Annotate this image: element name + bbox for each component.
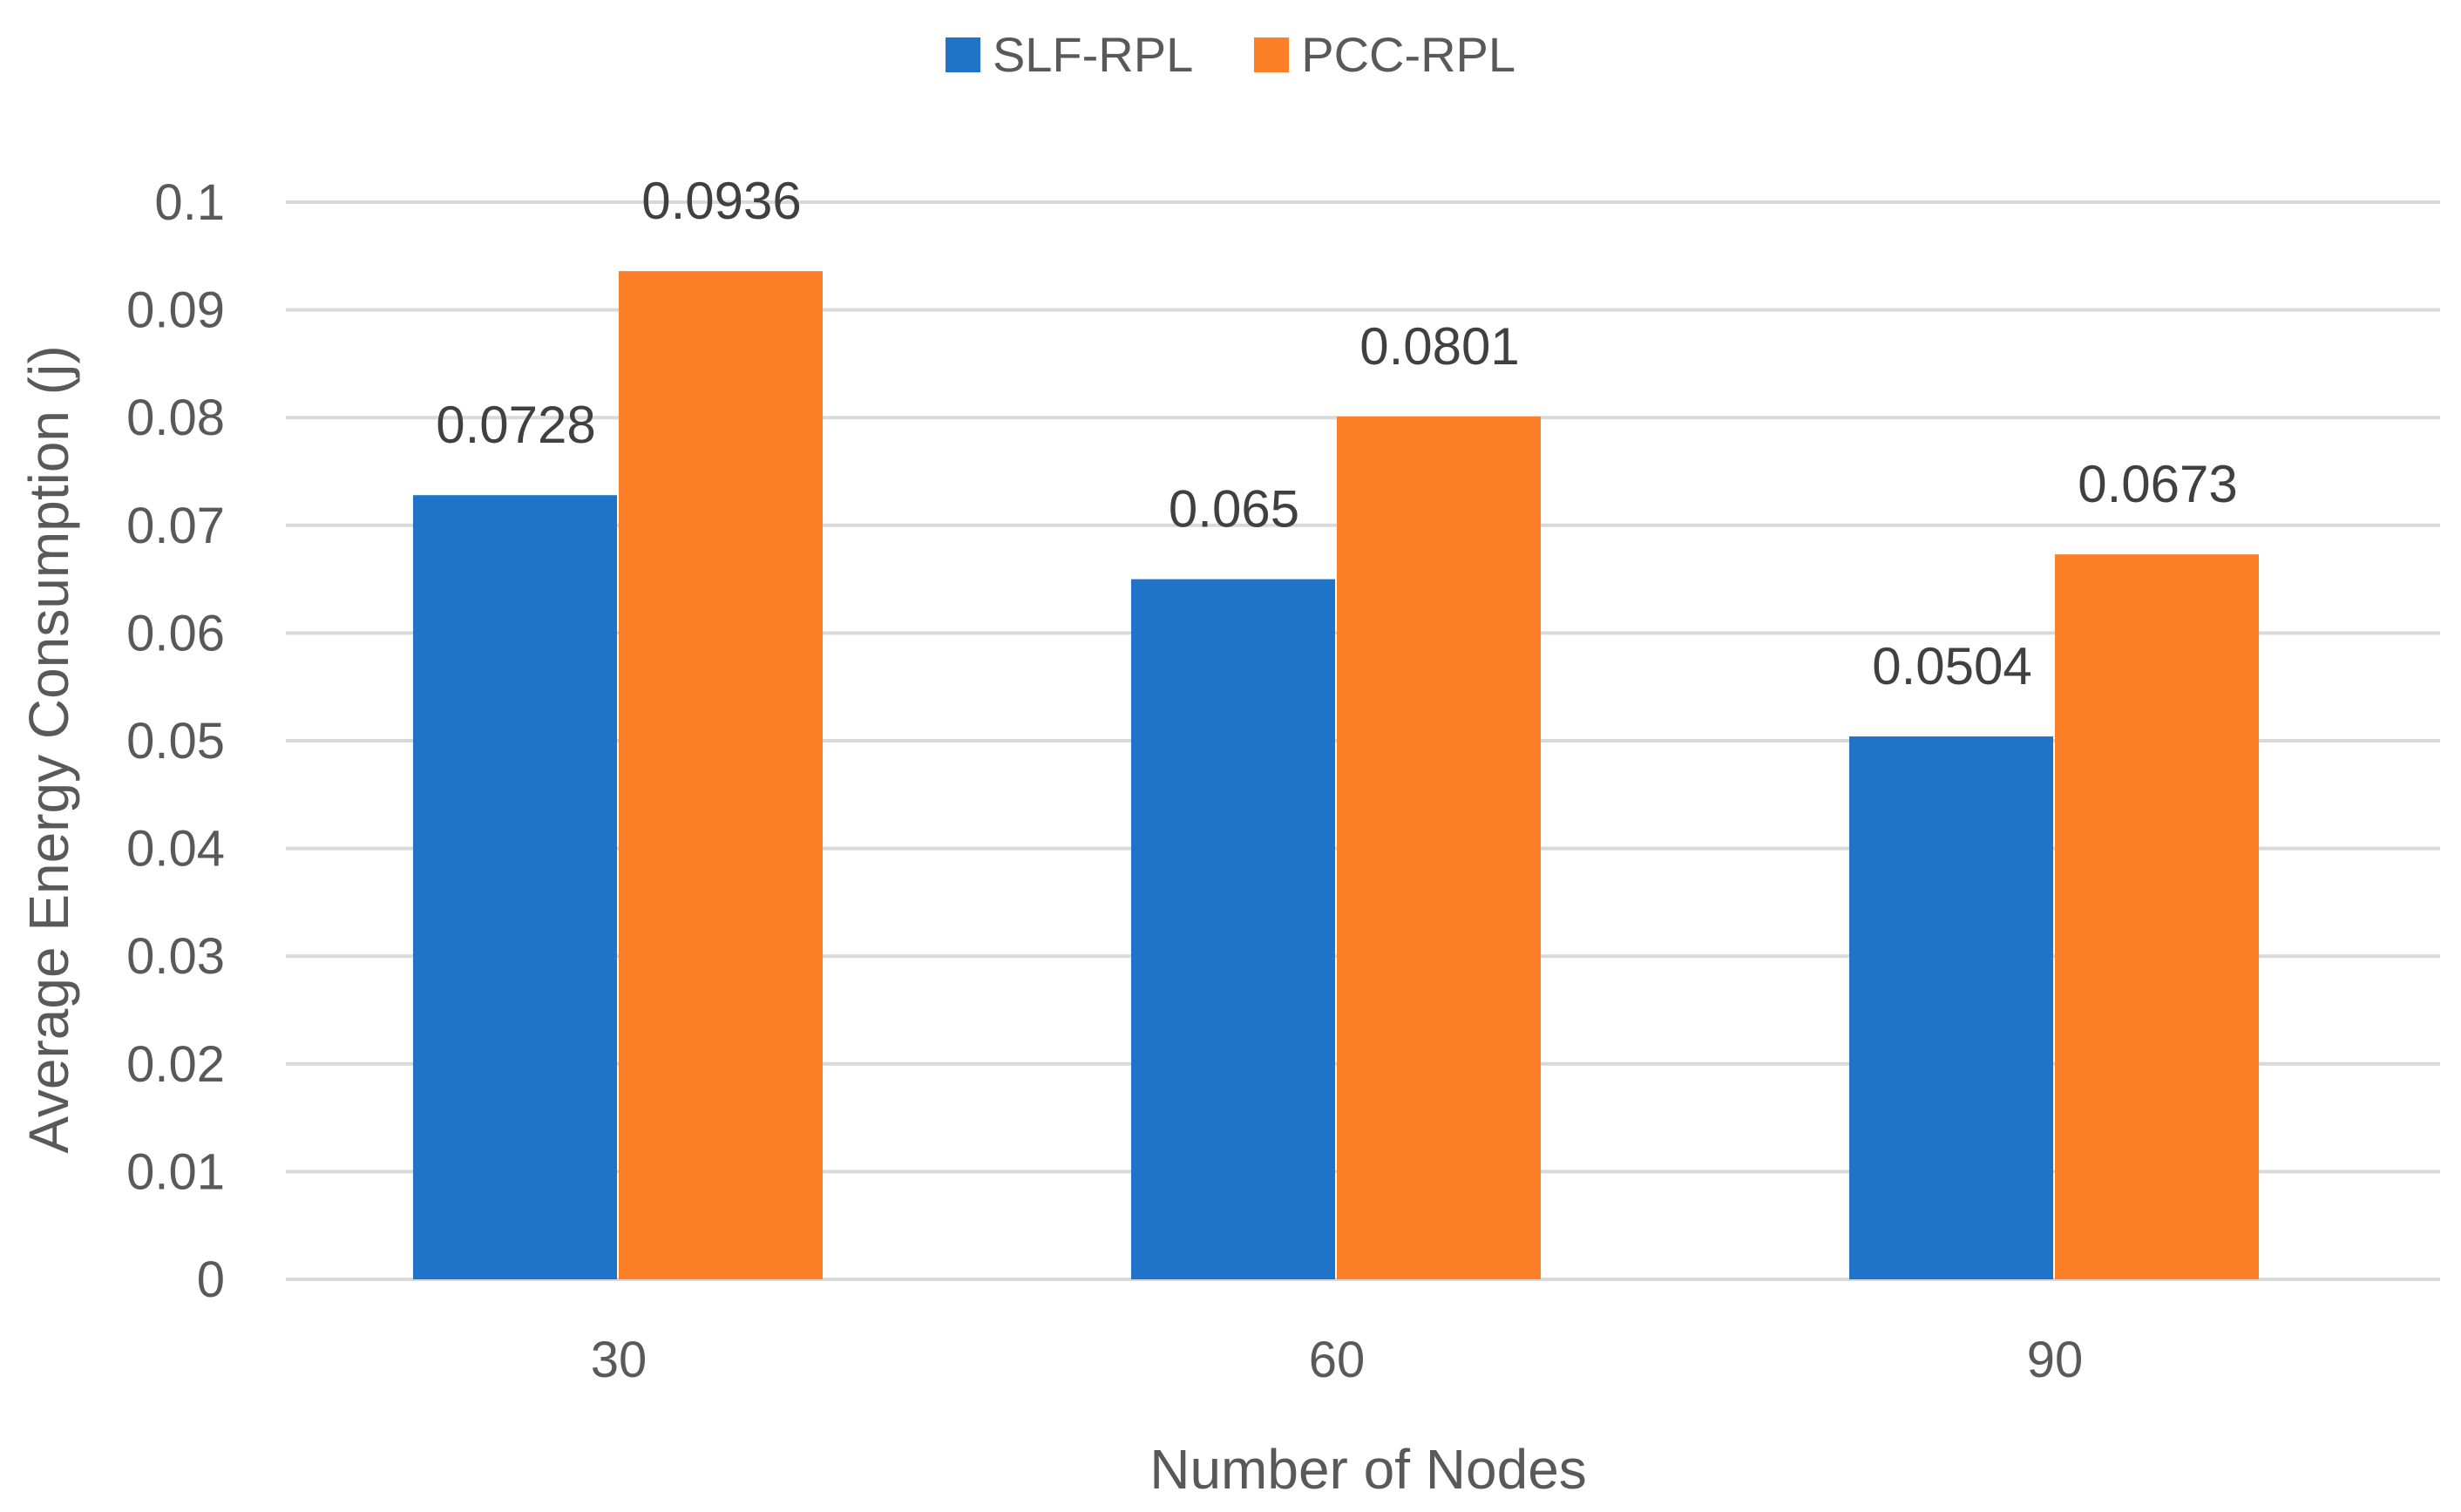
data-labels: 0.0728 0.0936 0.065 0.0801 0.0504 0.0673 [436, 172, 2238, 695]
y-tick-label: 0.06 [126, 605, 225, 661]
legend-label-pcc-rpl: PCC-RPL [1301, 27, 1516, 82]
y-tick-label: 0 [197, 1251, 225, 1308]
y-tick-label: 0.08 [126, 390, 225, 446]
y-tick-label: 0.1 [154, 174, 225, 231]
legend-swatch-pcc-rpl [1254, 37, 1290, 72]
y-tick-label: 0.04 [126, 821, 225, 878]
y-tick-label: 0.01 [126, 1143, 225, 1200]
bars [413, 271, 2259, 1279]
data-label-pcc-rpl-30: 0.0936 [641, 172, 802, 230]
y-tick-label: 0.05 [126, 713, 225, 770]
y-tick-label: 0.09 [126, 282, 225, 339]
x-tick-label: 60 [1309, 1332, 1366, 1388]
data-label-slf-rpl-60: 0.065 [1169, 480, 1299, 539]
data-label-pcc-rpl-90: 0.0673 [2078, 455, 2238, 513]
legend-label-slf-rpl: SLF-RPL [992, 27, 1194, 82]
x-tick-label: 90 [2027, 1332, 2084, 1388]
x-axis-ticks: 30 60 90 [591, 1332, 2084, 1388]
bar-pcc-rpl-60 [1337, 416, 1541, 1279]
x-tick-label: 30 [591, 1332, 647, 1388]
data-label-pcc-rpl-60: 0.0801 [1359, 317, 1520, 376]
y-axis-title: Average Energy Consumption (j) [17, 345, 80, 1153]
bar-pcc-rpl-30 [619, 271, 823, 1279]
bar-slf-rpl-90 [1849, 736, 2053, 1279]
legend-item-slf-rpl: SLF-RPL [945, 26, 1194, 83]
legend: SLF-RPL PCC-RPL [0, 26, 2461, 83]
y-axis-ticks: 0 0.01 0.02 0.03 0.04 0.05 0.06 0.07 0.08 0.09 0.1 [126, 174, 225, 1308]
y-tick-label: 0.02 [126, 1036, 225, 1093]
x-axis-title: Number of Nodes [1149, 1438, 1587, 1501]
bar-slf-rpl-60 [1131, 579, 1335, 1279]
bar-slf-rpl-30 [413, 495, 617, 1279]
legend-item-pcc-rpl: PCC-RPL [1254, 26, 1515, 83]
data-label-slf-rpl-90: 0.0504 [1872, 637, 2032, 695]
data-label-slf-rpl-30: 0.0728 [436, 396, 596, 454]
legend-swatch-slf-rpl [945, 37, 980, 72]
bar-pcc-rpl-90 [2055, 554, 2259, 1279]
y-tick-label: 0.07 [126, 498, 225, 554]
y-tick-label: 0.03 [126, 928, 225, 985]
